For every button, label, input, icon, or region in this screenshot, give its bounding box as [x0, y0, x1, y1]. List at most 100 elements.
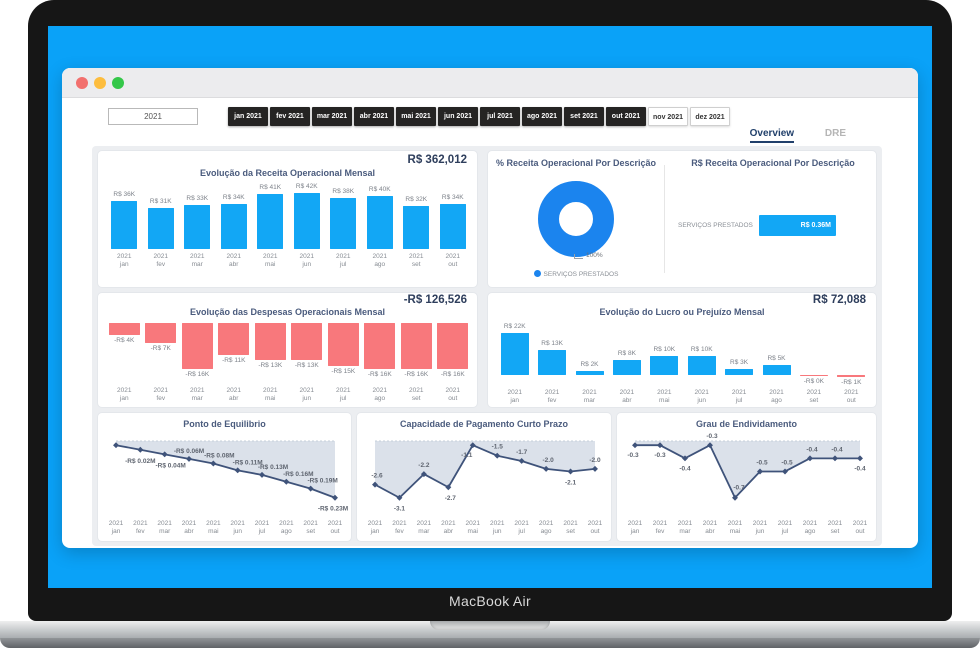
month-button-mar[interactable]: mar 2021 — [312, 107, 352, 126]
x-axis-label: 2021 — [133, 520, 148, 527]
value-label: -R$ 11K — [222, 356, 246, 364]
marker-capacidade-jan[interactable] — [372, 481, 378, 488]
value-label: -0.4 — [854, 465, 866, 472]
bar-receita-out[interactable] — [439, 203, 466, 249]
bar-receita-jan[interactable] — [111, 201, 138, 249]
bar-lucro-jul[interactable] — [725, 369, 754, 375]
x-axis-label: out — [855, 528, 864, 535]
x-axis-label: mai — [208, 528, 218, 535]
bar-receita-jun[interactable] — [293, 193, 320, 249]
laptop-notch — [430, 621, 550, 630]
bar-despesas-mai[interactable] — [254, 323, 286, 361]
value-label: R$ 2K — [580, 361, 599, 369]
zoom-button[interactable] — [112, 77, 124, 89]
card-lucro: R$ 72,088 Evolução do Lucro ou Prejuízo … — [487, 292, 877, 408]
bar-receita-abr[interactable] — [220, 203, 247, 249]
title-receita-desc: R$ Receita Operacional Por Descrição — [691, 158, 855, 168]
value-label: -0.4 — [831, 446, 843, 453]
bar-receita-mai[interactable] — [257, 194, 284, 249]
card-grau-endividamento: Grau de Endividamento -0.3 2021 jan -0.3 202… — [616, 412, 877, 542]
bar-lucro-mar[interactable] — [575, 371, 604, 375]
month-button-jun[interactable]: jun 2021 — [438, 107, 478, 126]
device-label: MacBook Air — [449, 593, 531, 609]
bar-despesas-jul[interactable] — [327, 323, 359, 367]
x-axis-label: 2021 jul — [731, 389, 747, 404]
bar-receita-fev[interactable] — [147, 207, 174, 249]
value-label: -0.4 — [806, 446, 818, 453]
month-button-nov[interactable]: nov 2021 — [648, 107, 688, 126]
tab-overview[interactable]: Overview — [749, 128, 795, 143]
month-filter-bar: jan 2021 fev 2021 mar 2021 abr 2021 mai 2021… — [228, 107, 732, 127]
bar-receita-jul[interactable] — [330, 198, 357, 249]
x-axis-label: 2021 abr — [619, 389, 635, 404]
value-label: -R$ 15K — [331, 368, 356, 376]
bar-despesas-jun[interactable] — [291, 323, 323, 361]
minimize-button[interactable] — [94, 77, 106, 89]
month-button-out[interactable]: out 2021 — [606, 107, 646, 126]
bar-despesas-ago[interactable] — [364, 323, 396, 369]
close-button[interactable] — [76, 77, 88, 89]
bar-despesas-mar[interactable] — [181, 323, 213, 369]
year-value: 2021 — [144, 112, 162, 121]
month-button-set[interactable]: set 2021 — [564, 107, 604, 126]
bar-lucro-mai[interactable] — [650, 355, 679, 375]
value-label: R$ 41K — [259, 184, 282, 192]
x-axis-label: 2021 — [328, 520, 343, 527]
donut-chart[interactable] — [538, 181, 614, 257]
x-axis-label: jun — [755, 528, 765, 535]
month-button-jan[interactable]: jan 2021 — [228, 107, 268, 126]
value-label: R$ 10K — [690, 345, 713, 353]
x-axis-label: ago — [281, 528, 292, 535]
bar-despesas-out[interactable] — [437, 323, 469, 369]
bar-lucro-set[interactable] — [799, 375, 828, 377]
bar-lucro-out[interactable] — [837, 375, 866, 377]
month-button-dez[interactable]: dez 2021 — [690, 107, 730, 126]
value-label: -1.7 — [516, 449, 528, 456]
hbar-category-label: SERVIÇOS PRESTADOS — [678, 222, 753, 229]
value-label: -2.0 — [543, 457, 555, 464]
bar-lucro-abr[interactable] — [612, 359, 641, 375]
value-label: -R$ 0.06M — [174, 448, 204, 455]
x-axis-label: out — [590, 528, 599, 535]
legend-dot-icon — [533, 270, 541, 277]
hbar-servicos-prestados[interactable]: R$ 0.36M — [759, 215, 836, 236]
x-axis-label: 2021 jul — [336, 253, 351, 268]
x-axis-label: 2021 mai — [263, 253, 278, 268]
kpi-receita: R$ 362,012 — [407, 154, 467, 166]
x-axis-label: jan — [111, 528, 121, 535]
x-axis-label: 2021 jul — [336, 387, 351, 402]
bar-despesas-set[interactable] — [400, 323, 432, 369]
bar-receita-mar[interactable] — [184, 205, 211, 249]
bar-lucro-fev[interactable] — [538, 350, 567, 375]
bar-lucro-jan[interactable] — [500, 333, 529, 375]
x-axis-label: 2021 ago — [372, 253, 387, 268]
bar-lucro-jun[interactable] — [687, 355, 716, 375]
x-axis-label: jan — [630, 528, 640, 535]
bar-despesas-jan[interactable] — [108, 323, 140, 335]
year-slicer[interactable]: 2021 — [108, 108, 198, 125]
x-axis-label: 2021 — [853, 520, 868, 527]
tab-dre[interactable]: DRE — [824, 128, 846, 139]
x-axis-label: 2021 set — [409, 387, 424, 402]
month-button-fev[interactable]: fev 2021 — [270, 107, 310, 126]
value-label: -1.5 — [492, 444, 504, 451]
bar-despesas-fev[interactable] — [145, 323, 177, 344]
card-capacidade: Capacidade de Pagamento Curto Prazo -2.6… — [356, 412, 612, 542]
value-label: -R$ 13K — [258, 362, 283, 370]
bar-receita-ago[interactable] — [366, 195, 393, 249]
bar-lucro-ago[interactable] — [762, 365, 791, 375]
value-label: -2.1 — [565, 479, 577, 486]
x-axis-label: 2021 — [653, 520, 668, 527]
x-axis-label: 2021 — [255, 520, 270, 527]
title-lucro: Evolução do Lucro ou Prejuízo Mensal — [599, 307, 765, 317]
month-button-ago[interactable]: ago 2021 — [522, 107, 562, 126]
x-axis-label: 2021 — [753, 520, 768, 527]
month-button-jul[interactable]: jul 2021 — [480, 107, 520, 126]
x-axis-label: ago — [805, 528, 816, 535]
bar-despesas-abr[interactable] — [218, 323, 250, 355]
month-button-abr[interactable]: abr 2021 — [354, 107, 394, 126]
bar-receita-set[interactable] — [403, 206, 430, 249]
month-button-mai[interactable]: mai 2021 — [396, 107, 436, 126]
